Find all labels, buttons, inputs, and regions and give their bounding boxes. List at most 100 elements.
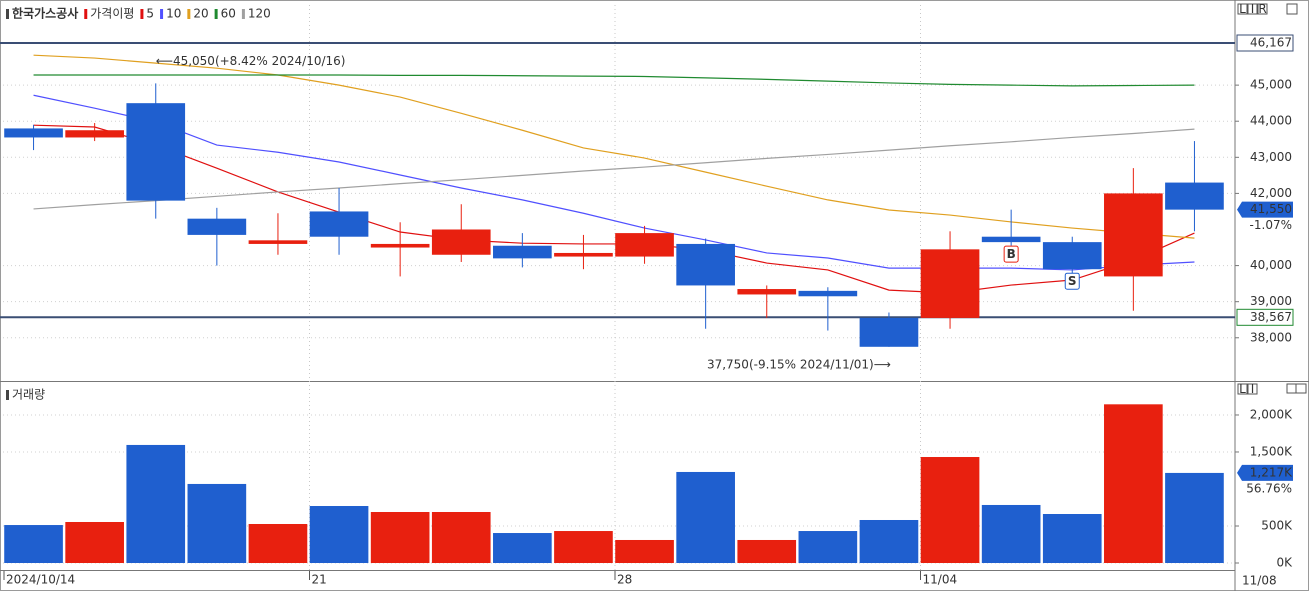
volume-bar xyxy=(1104,404,1163,563)
x-tick-label: 2024/10/14 xyxy=(6,573,75,587)
control-label[interactable]: L xyxy=(1239,382,1246,396)
control-button[interactable] xyxy=(1257,3,1268,15)
control-label[interactable]: R xyxy=(1258,2,1266,16)
y-tick-label: 40,000 xyxy=(1250,258,1292,272)
legend-marker xyxy=(214,9,218,19)
volume-bar xyxy=(4,525,63,563)
y-tick-label: 38,000 xyxy=(1250,330,1292,344)
x-tick-label: 11/04 xyxy=(923,573,958,587)
ma-line xyxy=(33,128,1195,210)
control-label[interactable]: I xyxy=(1251,2,1255,16)
window-icon[interactable] xyxy=(1286,3,1298,15)
legend-label: 20 xyxy=(193,7,208,21)
change-label: -1.07% xyxy=(1250,218,1292,232)
volume-bar xyxy=(798,531,858,563)
y-tick-label: 0K xyxy=(1276,556,1293,570)
control-label[interactable]: L xyxy=(1239,2,1246,16)
last-volume-box xyxy=(1237,464,1293,481)
candle-body xyxy=(4,128,63,138)
volume-bar xyxy=(248,523,308,563)
signal-label: S xyxy=(1068,274,1077,288)
candle-body xyxy=(981,236,1041,243)
candle-body xyxy=(859,317,919,347)
candle-body xyxy=(615,233,674,257)
candle-body xyxy=(187,218,247,235)
volume-bar xyxy=(493,533,552,563)
legend-label: 60 xyxy=(221,7,236,21)
candle-body xyxy=(126,103,186,201)
volume-bar xyxy=(126,444,186,563)
volume-bar xyxy=(431,512,491,563)
y-tick-label: 500K xyxy=(1261,518,1293,532)
control-button[interactable] xyxy=(1237,383,1248,395)
control-button[interactable] xyxy=(1247,383,1258,395)
legend-label: 10 xyxy=(166,7,181,21)
close-icon[interactable] xyxy=(1295,383,1307,394)
candle-body xyxy=(554,252,613,257)
legend-label: 가격이평 xyxy=(90,7,134,21)
ma-line xyxy=(33,54,1195,239)
reference-label: 38,567 xyxy=(1250,310,1292,324)
y-tick-label: 44,000 xyxy=(1250,114,1292,128)
last-price-box xyxy=(1237,201,1293,218)
reference-label: 46,167 xyxy=(1250,36,1292,50)
candle-body xyxy=(248,240,308,244)
legend-marker xyxy=(84,9,88,19)
candle-body xyxy=(431,229,491,255)
volume-bar xyxy=(309,506,369,563)
signal-box xyxy=(1064,272,1080,290)
volume-bar xyxy=(554,531,613,563)
control-button[interactable] xyxy=(1247,3,1258,15)
candle-body xyxy=(493,245,552,259)
legend-label: 거래량 xyxy=(12,388,45,402)
candle-body xyxy=(1165,182,1224,210)
y-tick-label: 43,000 xyxy=(1250,150,1292,164)
volume-bar xyxy=(615,539,674,563)
legend-marker xyxy=(160,9,164,19)
ma-line xyxy=(33,124,1195,294)
signal-box xyxy=(1003,245,1019,263)
x-tick-label: 11/08 xyxy=(1242,574,1277,588)
ma-line xyxy=(33,74,1195,87)
reference-label-box xyxy=(1236,308,1294,326)
signal-label: B xyxy=(1007,247,1016,261)
legend-label: 한국가스공사 xyxy=(12,6,78,21)
legend-marker xyxy=(6,390,9,400)
annotation: 37,750(-9.15% 2024/11/01)⟶ xyxy=(707,357,891,371)
volume-bar xyxy=(859,519,919,563)
candle-body xyxy=(1104,193,1163,277)
legend-marker xyxy=(6,9,9,19)
volume-bar xyxy=(187,483,247,563)
x-tick-label: 28 xyxy=(617,573,632,587)
legend-label: 120 xyxy=(248,7,271,21)
annotation: ⟵45,050(+8.42% 2024/10/16) xyxy=(156,54,346,68)
y-tick-label: 1,500K xyxy=(1250,444,1293,458)
candle-body xyxy=(798,290,858,297)
y-tick-label: 39,000 xyxy=(1250,294,1292,308)
y-tick-label: 42,000 xyxy=(1250,186,1292,200)
volume-ratio-label: 56.76% xyxy=(1246,481,1292,495)
volume-bar xyxy=(676,471,735,563)
ma-line xyxy=(33,94,1195,271)
candle-body xyxy=(737,289,797,295)
control-button[interactable] xyxy=(1237,3,1248,15)
legend-marker xyxy=(241,9,245,19)
last-price-label: 41,550 xyxy=(1250,202,1292,216)
candle-body xyxy=(1042,242,1102,270)
legend-label: 5 xyxy=(146,7,154,21)
y-tick-label: 2,000K xyxy=(1250,407,1293,421)
candle-body xyxy=(370,243,430,248)
volume-bar xyxy=(1042,514,1102,563)
legend-marker xyxy=(140,9,144,19)
y-tick-label: 45,000 xyxy=(1250,78,1292,92)
legend-marker xyxy=(187,9,191,19)
candle-body xyxy=(676,243,735,286)
candle-body xyxy=(65,130,124,138)
last-volume-label: 1,217K xyxy=(1250,465,1293,479)
volume-bar xyxy=(65,521,124,563)
candle-body xyxy=(309,211,369,237)
control-label[interactable]: I xyxy=(1251,382,1255,396)
x-tick-label: 21 xyxy=(312,573,327,587)
volume-bar xyxy=(1165,472,1224,563)
